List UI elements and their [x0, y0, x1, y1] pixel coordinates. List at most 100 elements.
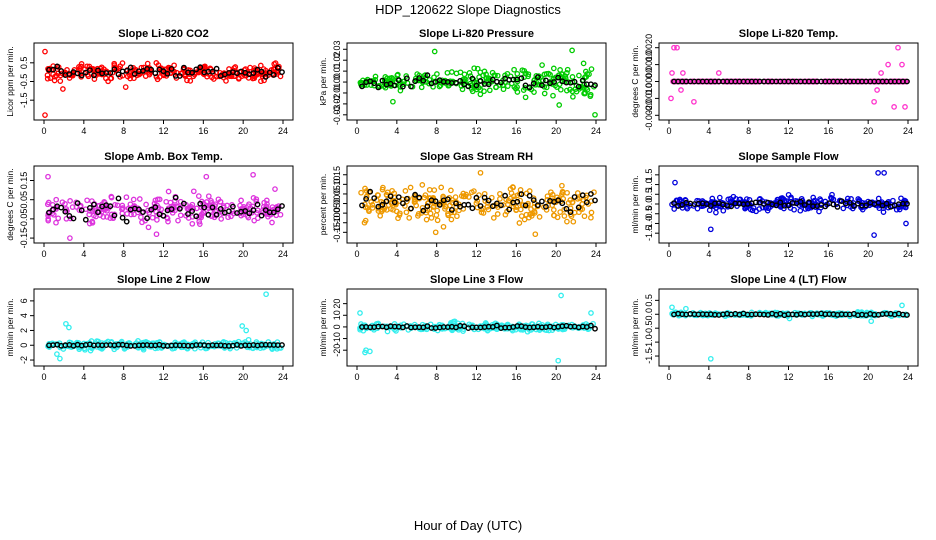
mean-point [416, 194, 423, 201]
mean-point [530, 80, 537, 87]
mean-point [193, 213, 200, 220]
x-tick-label: 16 [198, 249, 208, 259]
mean-point [502, 192, 508, 199]
data-point [275, 203, 282, 209]
mean-point [530, 197, 537, 204]
y-tick-label: 0.05 [332, 185, 342, 203]
data-point [726, 78, 732, 85]
figure-title: HDP_120622 Slope Diagnostics [375, 2, 561, 17]
x-tick-label: 12 [471, 126, 481, 136]
x-tick-label: 24 [278, 249, 288, 259]
mean-point [46, 209, 52, 216]
data-point [426, 80, 432, 87]
data-point [84, 197, 90, 204]
mean-point [70, 215, 77, 222]
outlier-point [885, 61, 891, 68]
data-point [53, 196, 60, 203]
mean-point [408, 205, 414, 212]
mean-point [571, 78, 578, 85]
x-axis-label: Hour of Day (UTC) [414, 518, 522, 533]
x-tick-label: 24 [591, 126, 601, 136]
y-tick-label: -1.0 [644, 334, 654, 350]
data-point [387, 78, 394, 84]
outlier-point [122, 84, 129, 90]
mean-point [115, 71, 122, 78]
data-point [493, 84, 499, 91]
data-point [535, 73, 542, 79]
mean-point [148, 206, 155, 213]
x-tick-label: 24 [903, 372, 913, 382]
mean-point [801, 202, 808, 208]
mean-point [91, 201, 97, 208]
data-point [145, 207, 151, 214]
outlier-point [431, 48, 438, 55]
y-tick-label: -0.0020 [644, 100, 654, 131]
y-axis-label: kPa per min. [318, 58, 328, 106]
x-tick-label: 12 [158, 372, 168, 382]
points [358, 169, 598, 238]
outlier-point [432, 229, 439, 236]
outlier-point [902, 104, 908, 110]
outlier-point [680, 70, 686, 76]
data-point [108, 75, 115, 82]
data-point [521, 216, 528, 223]
mean-point [526, 84, 533, 91]
outlier-point [250, 171, 256, 178]
mean-point [217, 205, 224, 212]
outlier-point [556, 102, 563, 108]
x-tick-label: 20 [238, 372, 248, 382]
mean-point [371, 80, 378, 87]
data-point [105, 78, 111, 85]
mean-point [399, 83, 406, 90]
outlier-point [691, 98, 697, 105]
mean-point [539, 82, 545, 89]
data-point [127, 72, 133, 79]
x-tick-label: 12 [783, 249, 793, 259]
x-tick-label: 24 [903, 126, 913, 136]
mean-point [403, 195, 410, 202]
y-axis-label: ml/min per min. [5, 298, 15, 356]
mean-point [197, 64, 204, 71]
mean-point [279, 69, 285, 76]
data-point [394, 71, 401, 78]
y-tick-label: -0.05 [332, 203, 342, 224]
data-point [559, 182, 565, 189]
mean-point [526, 192, 533, 199]
data-point [569, 74, 576, 80]
data-point [257, 62, 264, 69]
data-point [82, 66, 88, 73]
y-tick-label: -0.03 [332, 105, 342, 126]
mean-point [707, 202, 714, 209]
mean-point [367, 188, 374, 195]
data-point [557, 209, 564, 215]
mean-point [571, 194, 578, 200]
data-point [502, 211, 509, 218]
mean-point [279, 342, 285, 348]
data-point [563, 87, 570, 94]
data-point [469, 88, 476, 95]
data-point [832, 78, 839, 85]
x-tick-label: 4 [81, 372, 86, 382]
mean-point [131, 71, 138, 77]
mean-point [168, 66, 175, 72]
data-point [507, 195, 514, 202]
data-point [447, 202, 453, 209]
mean-point [274, 206, 281, 213]
data-point [890, 197, 896, 204]
mean-point [469, 75, 476, 82]
data-point [143, 201, 149, 208]
x-tick-label: 24 [278, 126, 288, 136]
outlier-point [60, 86, 66, 92]
data-point [91, 212, 97, 219]
mean-point [383, 198, 390, 205]
data-point [47, 75, 54, 81]
outlier-point [871, 232, 877, 238]
points [669, 170, 910, 238]
data-point [438, 184, 445, 191]
data-point [251, 217, 258, 224]
data-point [358, 189, 364, 196]
x-tick-label: 0 [354, 126, 359, 136]
points [357, 47, 598, 118]
data-point [100, 214, 107, 220]
y-tick-label: -20 [332, 344, 342, 357]
